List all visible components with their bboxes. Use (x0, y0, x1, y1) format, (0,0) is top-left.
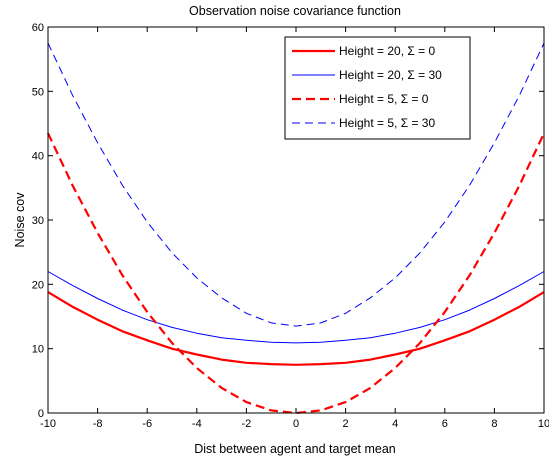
legend: Height = 20, Σ = 0 Height = 20, Σ = 30 Hei… (284, 36, 471, 140)
y-axis-title: Noise cov (13, 192, 27, 248)
y-tick-label: 60 (32, 22, 44, 34)
legend-label-3: Height = 5, Σ = 0 (339, 92, 429, 106)
y-tick-label: 10 (32, 344, 44, 356)
legend-label-2: Height = 20, Σ = 30 (339, 68, 442, 82)
x-tick-label: -4 (192, 418, 202, 430)
y-axis-ticks: 0 10 20 30 40 50 60 (32, 22, 544, 420)
series-line-1 (47, 291, 545, 366)
x-tick-label: -10 (40, 418, 56, 430)
x-tick-label: 2 (343, 418, 349, 430)
y-tick-label: 50 (32, 86, 44, 98)
x-tick-label: 8 (491, 418, 497, 430)
y-tick-label: 30 (32, 215, 44, 227)
x-tick-label: -6 (142, 418, 152, 430)
x-tick-label: -8 (93, 418, 103, 430)
x-tick-label: 6 (442, 418, 448, 430)
x-tick-label: 4 (392, 418, 398, 430)
y-tick-label: 0 (38, 408, 44, 420)
y-tick-label: 20 (32, 279, 44, 291)
x-axis-title: Dist between agent and target mean (194, 442, 396, 456)
plot-lines (47, 42, 545, 415)
x-tick-label: -2 (242, 418, 252, 430)
series-line-4 (47, 42, 545, 327)
series-line-3 (47, 132, 545, 415)
series-line-2 (47, 271, 545, 344)
x-tick-label: 0 (293, 418, 299, 430)
x-axis-ticks: -10 -8 -6 -4 -2 0 2 4 6 8 10 (40, 27, 549, 430)
legend-label-4: Height = 5, Σ = 30 (339, 116, 435, 130)
y-tick-label: 40 (32, 151, 44, 163)
chart-title: Observation noise covariance function (189, 4, 401, 18)
legend-box (284, 36, 471, 140)
legend-label-1: Height = 20, Σ = 0 (339, 44, 435, 58)
x-tick-label: 10 (538, 418, 549, 430)
